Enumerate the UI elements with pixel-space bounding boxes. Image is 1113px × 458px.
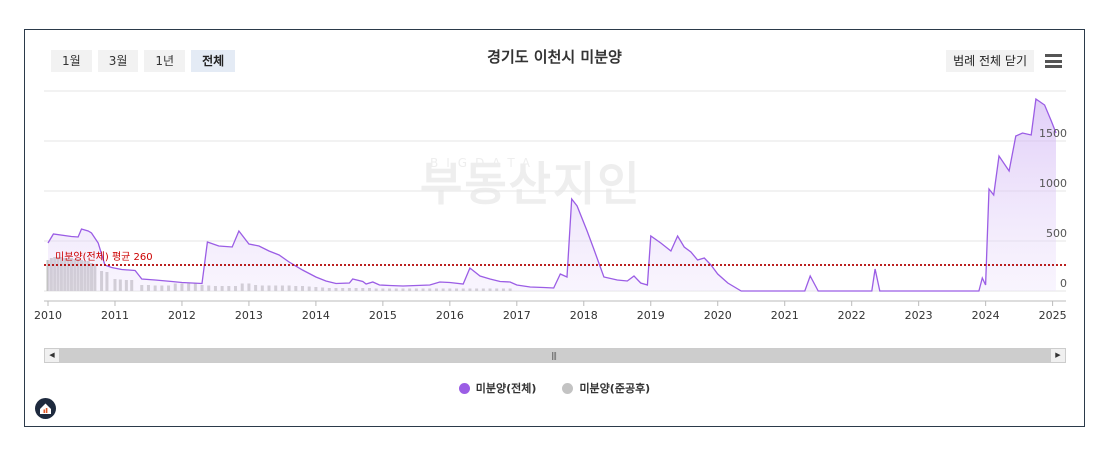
legend-dot-icon (458, 382, 470, 394)
scroll-left-arrow-icon[interactable]: ◀ (45, 349, 60, 362)
chart-legend: 미분양(전체) 미분양(준공후) (25, 380, 1084, 396)
y-tick-label: 500 (1046, 227, 1067, 240)
legend-toggle-button[interactable]: 범례 전체 닫기 (946, 50, 1034, 72)
x-tick-label: 2013 (235, 309, 263, 322)
average-line-label: 미분양(전체) 평균 260 (55, 251, 153, 263)
x-tick-label: 2024 (972, 309, 1000, 322)
scroll-right-arrow-icon[interactable]: ▶ (1050, 349, 1065, 362)
x-tick-label: 2014 (302, 309, 330, 322)
scroll-grip-icon: ||| (551, 351, 557, 360)
x-tick-label: 2011 (101, 309, 129, 322)
x-tick-label: 2015 (369, 309, 397, 322)
range-button-3-month[interactable]: 3월 (97, 50, 139, 72)
legend-label-completed: 미분양(준공후) (579, 382, 651, 395)
x-tick-label: 2018 (570, 309, 598, 322)
y-tick-label: 1500 (1039, 127, 1067, 140)
range-button-all[interactable]: 전체 (191, 50, 236, 72)
x-tick-label: 2012 (168, 309, 196, 322)
legend-dot-icon (562, 382, 574, 394)
x-tick-label: 2022 (838, 309, 866, 322)
legend-item-completed[interactable]: 미분양(준공후) (562, 380, 650, 396)
chart-scrollbar[interactable]: ◀ ||| ▶ (44, 348, 1066, 363)
chart-title: 경기도 이천시 미분양 (487, 48, 622, 66)
y-tick-label: 0 (1060, 277, 1067, 290)
hamburger-icon[interactable] (1045, 54, 1062, 68)
x-tick-label: 2025 (1039, 309, 1067, 322)
legend-label-total: 미분양(전체) (475, 382, 537, 395)
y-tick-label: 1000 (1039, 177, 1067, 190)
x-tick-label: 2010 (34, 309, 62, 322)
home-logo-icon[interactable] (35, 398, 56, 419)
x-tick-label: 2019 (637, 309, 665, 322)
chart-container: BIGDATA 부동산지인 1월 3월 1년 전체 경기도 이천시 미분양 범례… (24, 29, 1085, 427)
x-tick-label: 2023 (905, 309, 933, 322)
x-tick-label: 2020 (704, 309, 732, 322)
line-total-unsold (47, 97, 1057, 292)
legend-item-total[interactable]: 미분양(전체) (458, 380, 537, 396)
area-total-unsold-fill (48, 99, 1056, 291)
x-tick-label: 2016 (436, 309, 464, 322)
x-tick-label: 2017 (503, 309, 531, 322)
chart-plot-area: 미분양(전체) 평균 260 0 500 1000 1500 2010 2011 2012 2… (34, 90, 1067, 322)
x-tick-label: 2021 (771, 309, 799, 322)
range-button-1-year[interactable]: 1년 (144, 50, 186, 72)
range-button-1-month[interactable]: 1월 (51, 50, 92, 72)
range-selector: 1월 3월 1년 전체 (51, 50, 236, 72)
scroll-thumb[interactable]: ||| (60, 349, 1050, 362)
